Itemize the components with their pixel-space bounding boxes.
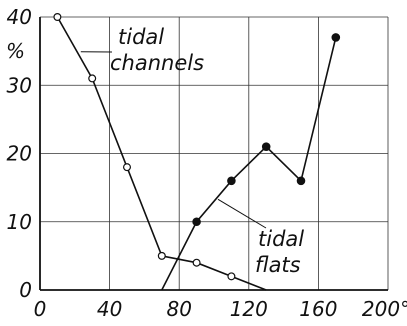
y-tick-label-40: 40 [7,5,32,29]
series-0-point-3 [157,251,166,260]
series-1-point-4 [296,176,306,186]
x-tick-label-0: 0 [34,297,47,321]
series-1-point-3 [261,142,271,151]
annotation-tidal-flats-line1: tidal [258,227,304,251]
y-tick-label-10: 10 [7,210,32,234]
annotation-tidal-channels-line2: channels [110,51,204,75]
series-markers [53,13,341,281]
tick-labels: 0 40 80 120 160 200° 0 10 20 30 40 [7,5,407,321]
series-0-point-0 [53,13,62,22]
annotation-tidal-flats: tidal flats [255,227,304,277]
y-tick-label-0: 0 [19,278,32,302]
annotation-tidal-flats-line2: flats [255,253,301,277]
series-0-point-4 [192,258,201,267]
series-line-1 [161,37,337,291]
annotation-leaders [80,51,267,229]
grid [40,16,389,290]
series-0-point-1 [88,74,97,83]
x-tick-label-40: 40 [97,297,122,321]
series-0-point-5 [227,272,236,281]
x-tick-label-160: 160 [299,297,337,321]
leader-tidal-flats [217,198,267,229]
annotation-tidal-channels: tidal channels [110,25,204,75]
series-1-point-5 [331,33,341,42]
y-tick-label-30: 30 [7,73,32,97]
annotation-tidal-channels-line1: tidal [118,25,164,49]
y-unit-label: % [6,39,25,63]
axes [39,17,388,291]
x-tick-label-200: 200° [362,297,407,321]
series-1-point-2 [227,176,236,186]
x-tick-label-80: 80 [166,297,191,321]
series-0-point-2 [122,163,131,172]
series-1-point-1 [192,217,201,227]
x-tick-label-120: 120 [230,297,268,321]
y-tick-label-20: 20 [7,142,32,166]
